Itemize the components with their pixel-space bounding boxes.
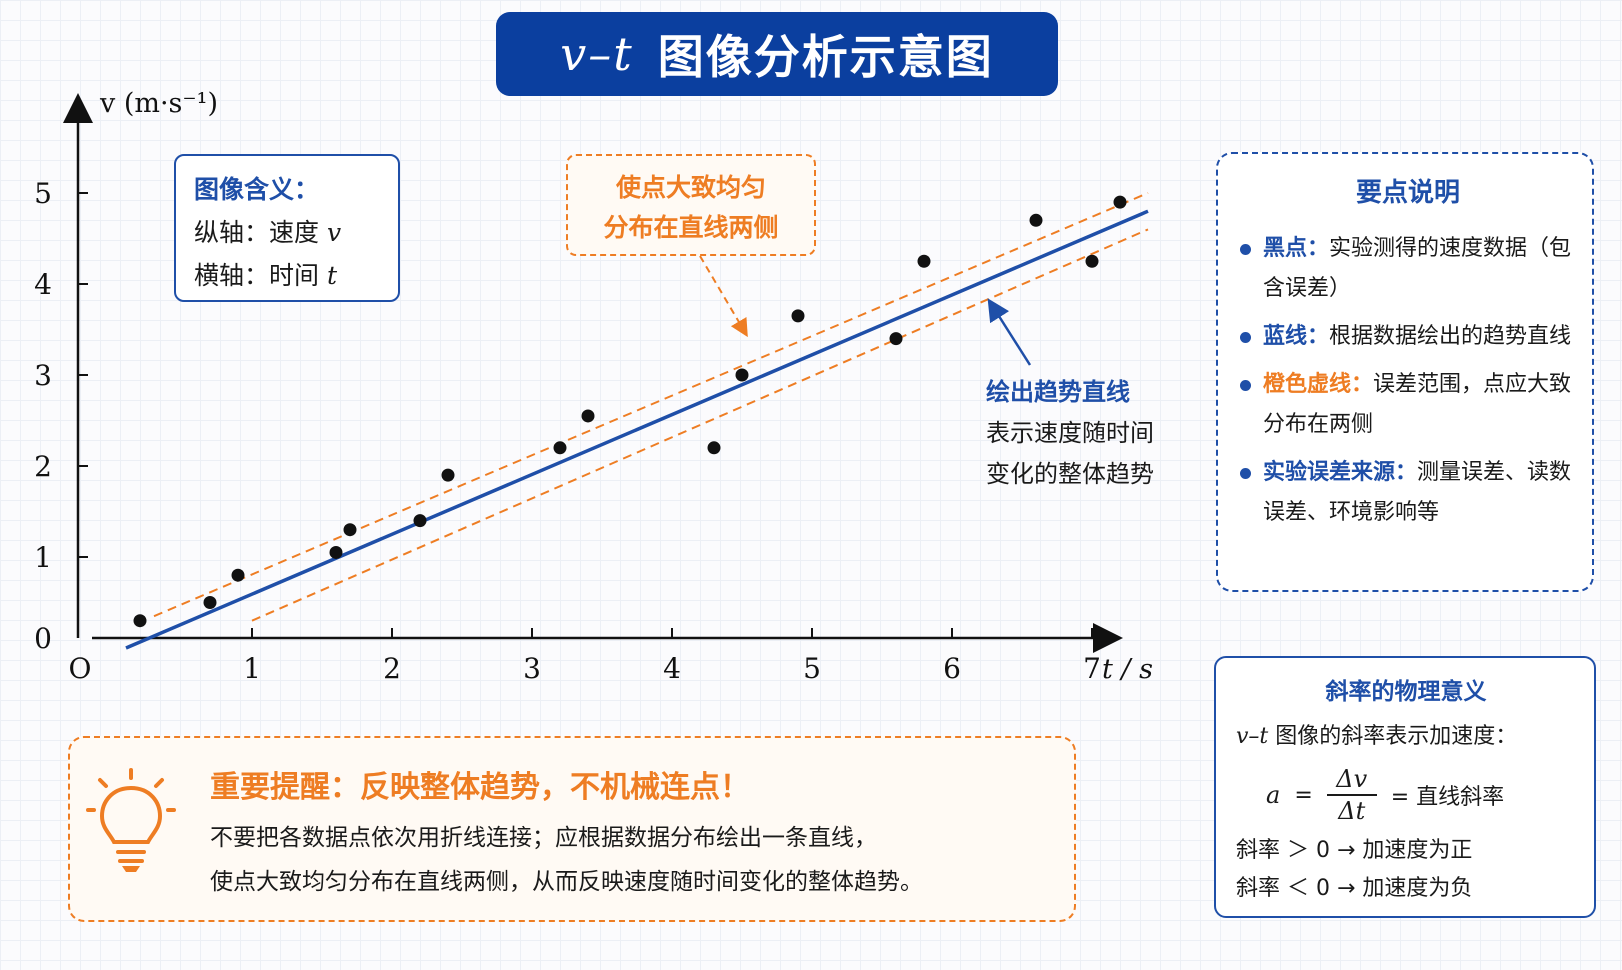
key-point-item: 实验误差来源：测量误差、读数误差、环境影响等 — [1240, 453, 1576, 533]
data-point — [133, 614, 147, 628]
meaning-y-axis: 纵轴：速度 v — [194, 218, 342, 247]
data-point — [203, 596, 217, 609]
trend-label-heading: 绘出趋势直线 — [986, 378, 1130, 406]
reminder-title: 重要提醒：反映整体趋势，不机械连点！ — [210, 770, 750, 805]
error-band-upper — [153, 192, 1149, 618]
data-point — [917, 254, 931, 268]
x-tick-label: 5 — [803, 652, 821, 685]
callout-line2: 分布在直线两侧 — [603, 213, 779, 242]
x-tick-label: 3 — [523, 652, 541, 685]
data-point — [791, 309, 805, 323]
slope-formula: a = Δv Δt = 直线斜率 — [1266, 764, 1505, 826]
y-tick-label: 3 — [34, 359, 52, 392]
y-tick-label: 0 — [34, 622, 52, 655]
data-point — [889, 332, 903, 346]
title-text: 图像分析示意图 — [657, 30, 994, 84]
callout-line1: 使点大致均匀 — [615, 173, 766, 202]
meaning-x-axis: 横轴：时间 t — [194, 261, 338, 290]
bullet-icon — [1240, 332, 1251, 343]
y-axis-label: v (m·s⁻¹) — [99, 88, 218, 119]
data-point — [1113, 195, 1127, 209]
slope-meaning-box: 斜率的物理意义 v–t 图像的斜率表示加速度： a = Δv Δt = 直线斜率 斜… — [1214, 656, 1596, 918]
slope-negative: 斜率 ＜ 0 → 加速度为负 — [1236, 876, 1473, 901]
data-point — [1029, 213, 1043, 227]
trend-label-line1: 表示速度随时间 — [986, 419, 1154, 447]
trend-pointer-arrow — [987, 298, 1032, 366]
x-tick-label: O — [69, 652, 92, 685]
slope-heading: 斜率的物理意义 — [1325, 679, 1487, 705]
key-points-heading: 要点说明 — [1355, 178, 1460, 208]
distribution-callout: 使点大致均匀 分布在直线两侧 — [566, 154, 816, 256]
bullet-icon — [1240, 244, 1251, 255]
page-title: v–t 图像分析示意图 — [496, 12, 1058, 96]
x-tick-label: 2 — [383, 652, 401, 685]
y-tick-label: 2 — [34, 450, 52, 483]
data-point — [413, 514, 427, 528]
title-variable: v–t — [560, 27, 634, 81]
x-tick-label: 7 — [1083, 652, 1101, 685]
error-band-lower — [251, 228, 1149, 622]
bullet-icon — [1240, 468, 1251, 479]
data-point — [343, 523, 357, 537]
data-point — [441, 468, 455, 482]
y-tick-label: 4 — [34, 268, 52, 301]
y-tick-label: 5 — [34, 177, 52, 210]
trend-line — [125, 209, 1149, 650]
y-tick-label: 1 — [34, 541, 52, 574]
data-point — [735, 368, 749, 382]
trend-label-line2: 变化的整体趋势 — [986, 460, 1154, 488]
x-tick-label: 1 — [243, 652, 261, 685]
x-tick-label: 4 — [663, 652, 681, 685]
key-points-box: 要点说明 黑点：实验测得的速度数据（包含误差） 蓝线：根据数据绘出的趋势直线 橙… — [1216, 152, 1594, 592]
reminder-line1: 不要把各数据点依次用折线连接；应根据数据分布绘出一条直线， — [210, 825, 877, 851]
reminder-line2: 使点大致均匀分布在直线两侧，从而反映速度随时间变化的整体趋势。 — [210, 869, 923, 895]
callout-pointer-arrow — [699, 255, 748, 338]
data-point — [231, 568, 245, 582]
fraction: Δv Δt — [1326, 764, 1377, 826]
lightbulb-icon — [86, 768, 176, 872]
x-axis-label: t / s — [1102, 654, 1153, 685]
data-point — [707, 441, 721, 455]
data-point — [329, 545, 343, 559]
key-point-item: 黑点：实验测得的速度数据（包含误差） — [1240, 229, 1576, 309]
data-point — [1085, 254, 1099, 268]
slope-intro: v–t 图像的斜率表示加速度： — [1236, 724, 1518, 749]
bullet-icon — [1240, 380, 1251, 391]
trend-label: 绘出趋势直线 表示速度随时间 变化的整体趋势 — [986, 372, 1154, 495]
key-point-item: 橙色虚线：误差范围，点应大致分布在两侧 — [1240, 365, 1576, 445]
reminder-box — [68, 736, 1076, 922]
slope-positive: 斜率 ＞ 0 → 加速度为正 — [1236, 838, 1473, 863]
data-point — [581, 409, 595, 423]
reminder-body: 不要把各数据点依次用折线连接；应根据数据分布绘出一条直线， 使点大致均匀分布在直… — [210, 816, 923, 904]
data-point — [553, 441, 567, 455]
x-tick-label: 6 — [943, 652, 961, 685]
meaning-box: 图像含义： 纵轴：速度 v 横轴：时间 t — [174, 154, 400, 302]
meaning-heading: 图像含义： — [194, 175, 320, 204]
key-point-item: 蓝线：根据数据绘出的趋势直线 — [1240, 317, 1576, 357]
